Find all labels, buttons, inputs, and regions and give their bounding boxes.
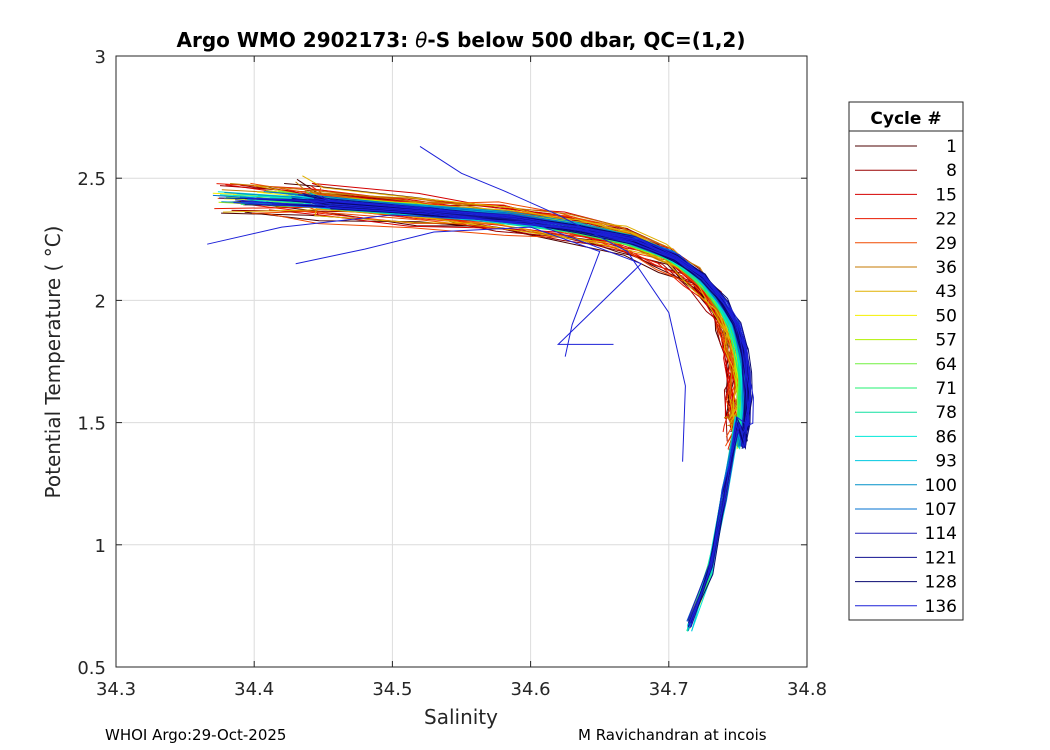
- legend: Cycle # 1 8 15 22 29 36 43 50 57 64 71 78 86 93 100 107…: [848, 101, 964, 621]
- x-tick-label: 34.3: [96, 679, 136, 700]
- legend-label: 121: [925, 548, 957, 568]
- legend-label: 8: [946, 161, 957, 181]
- y-tick-label: 1.5: [77, 414, 106, 435]
- legend-label: 22: [935, 210, 957, 230]
- cycle-curve: [247, 197, 751, 627]
- legend-label: 50: [935, 306, 957, 326]
- y-tick-label: 2: [95, 291, 106, 312]
- plot-frame: [115, 55, 808, 668]
- series-curves: [207, 145, 754, 632]
- outlier-curve: [295, 226, 601, 357]
- legend-label: 43: [935, 282, 957, 302]
- legend-label: 29: [935, 234, 957, 254]
- footer-source: WHOI Argo:29-Oct-2025: [105, 726, 287, 744]
- legend-label: 64: [935, 355, 957, 375]
- legend-label: 57: [935, 331, 957, 351]
- legend-label: 107: [925, 500, 957, 520]
- legend-label: 15: [935, 185, 957, 205]
- grid-lines: [116, 56, 807, 667]
- legend-label: 71: [935, 379, 957, 399]
- legend-label: 114: [925, 524, 957, 544]
- x-tick-label: 34.4: [234, 679, 274, 700]
- legend-label: 93: [935, 452, 957, 472]
- y-tick-label: 3: [95, 47, 106, 68]
- outlier-curve: [419, 145, 686, 462]
- footer-author: M Ravichandran at incois: [578, 726, 767, 744]
- chart-title: Argo WMO 2902173: θ-S below 500 dbar, QC…: [177, 28, 746, 52]
- outlier-curve: [207, 214, 643, 345]
- x-tick-label: 34.7: [649, 679, 689, 700]
- cycle-curve: [233, 202, 750, 431]
- y-tick-label: 2.5: [77, 169, 106, 190]
- x-axis: 34.3 34.4 34.5 34.6 34.7 34.8: [96, 56, 827, 700]
- legend-label: 36: [935, 258, 957, 278]
- legend-title: Cycle #: [870, 109, 941, 129]
- legend-label: 86: [935, 427, 957, 447]
- x-tick-label: 34.5: [372, 679, 412, 700]
- cycle-curve: [229, 201, 735, 422]
- cycle-curve: [306, 199, 754, 427]
- y-axis: 0.5 1 1.5 2 2.5 3: [77, 47, 807, 679]
- plot-area: [116, 56, 807, 667]
- legend-label: 78: [935, 403, 957, 423]
- legend-label: 136: [925, 597, 957, 617]
- y-tick-label: 1: [95, 536, 106, 557]
- y-axis-label: Potential Temperature ( °C): [41, 226, 65, 499]
- x-tick-label: 34.8: [787, 679, 827, 700]
- x-tick-label: 34.6: [511, 679, 551, 700]
- legend-label: 100: [925, 476, 957, 496]
- y-tick-label: 0.5: [77, 658, 106, 679]
- x-axis-label: Salinity: [424, 705, 498, 729]
- cycle-curve: [277, 203, 748, 622]
- legend-label: 128: [925, 573, 957, 593]
- legend-label: 1: [946, 137, 957, 157]
